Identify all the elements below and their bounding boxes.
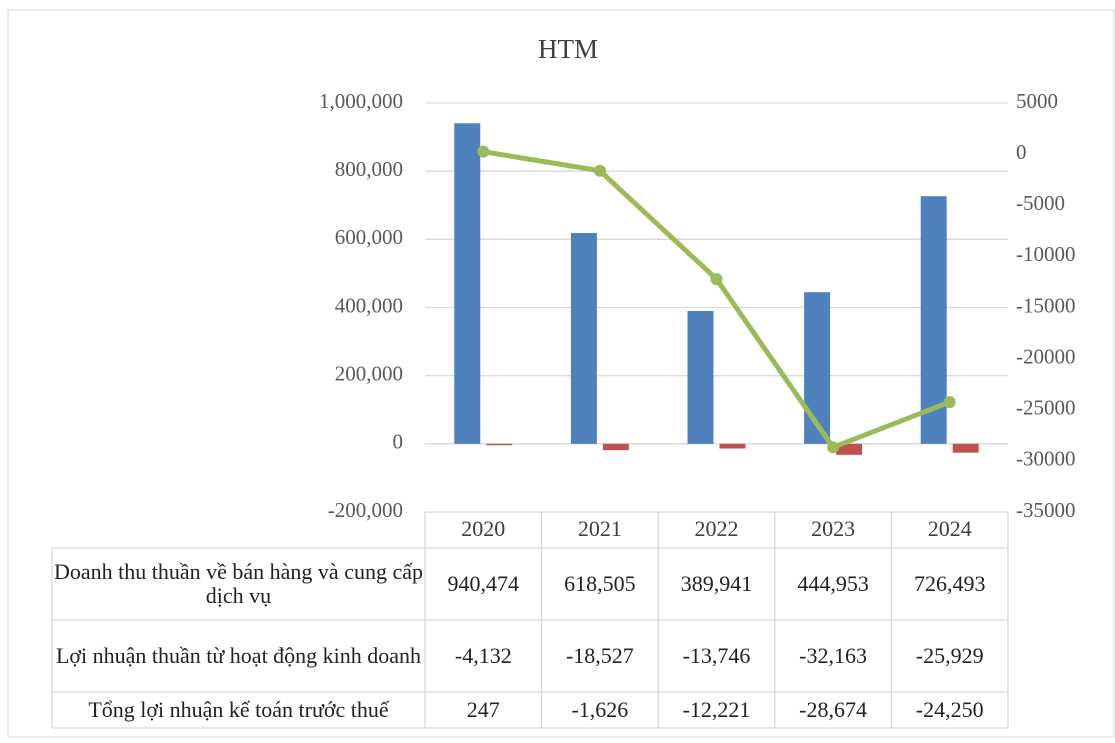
bar	[804, 292, 831, 444]
x-tick-label: 2020	[461, 516, 505, 541]
table-value-box: 618,505	[564, 570, 636, 596]
table-value: 389,941	[680, 570, 753, 596]
line-point	[477, 145, 490, 158]
bar	[486, 443, 513, 446]
table-value-box: -4,132	[454, 642, 512, 668]
x-tick-label: 2021	[578, 516, 622, 541]
bar	[602, 443, 629, 451]
table-value-box: -1,626	[571, 696, 629, 722]
y2-tick-label: -30000	[1016, 447, 1076, 471]
line-point	[827, 441, 840, 454]
y2-tick-label: 0	[1016, 140, 1027, 164]
table-value: -25,929	[915, 642, 984, 668]
table-value-box: -25,929	[915, 642, 984, 668]
table-value-box: 726,493	[913, 570, 986, 596]
y-tick-label: -200,000	[328, 498, 403, 522]
table-value: 726,493	[913, 570, 986, 596]
table-row-label-box: Doanh thu thuần về bán hàng và cung cấp …	[54, 558, 423, 608]
table-value-box: 940,474	[447, 570, 520, 596]
table-value: 444,953	[797, 570, 869, 596]
table-value-box: 247	[466, 696, 500, 722]
y-tick-label: 800,000	[335, 157, 403, 181]
table-value-box: -18,527	[565, 642, 634, 668]
table-value-box: 444,953	[797, 570, 869, 596]
y2-tick-label: -35000	[1016, 498, 1076, 522]
line-point	[710, 273, 723, 286]
table-value: -4,132	[454, 642, 512, 668]
bar	[836, 443, 863, 455]
table-value: 247	[466, 696, 500, 722]
x-tick-label: 2023	[811, 516, 855, 541]
y-tick-label: 1,000,000	[319, 89, 403, 113]
line-point	[943, 396, 956, 409]
y-tick-label: 400,000	[335, 293, 403, 317]
table-row-label: Doanh thu thuần về bán hàng và cung cấp …	[54, 558, 423, 608]
table-value-box: -28,674	[799, 696, 867, 722]
x-tick-label: 2024	[928, 516, 972, 541]
table-value-box: 389,941	[680, 570, 753, 596]
table-value-box: -24,250	[915, 696, 984, 722]
x-tick-label: 2022	[695, 516, 739, 541]
table-value: -12,221	[682, 696, 751, 722]
table-value: -13,746	[682, 642, 751, 668]
y2-tick-label: 5000	[1016, 89, 1058, 113]
bar	[454, 123, 481, 444]
bar	[570, 233, 597, 444]
table-row-label: Tổng lợi nhuận kế toán trước thuế	[88, 696, 389, 722]
line-point	[593, 164, 606, 177]
y-tick-label: 0	[393, 430, 404, 454]
bar	[952, 443, 979, 453]
table-row-label-box: Tổng lợi nhuận kế toán trước thuế	[88, 696, 389, 722]
table-value: 618,505	[564, 570, 636, 596]
table-value: -28,674	[799, 696, 867, 722]
table-value: 940,474	[447, 570, 520, 596]
y2-tick-label: -20000	[1016, 344, 1076, 368]
y2-tick-label: -10000	[1016, 242, 1076, 266]
y2-tick-label: -15000	[1016, 293, 1076, 317]
y2-tick-label: -25000	[1016, 396, 1076, 420]
bar	[719, 443, 746, 449]
y-tick-label: 200,000	[335, 361, 403, 385]
table-value: -18,527	[565, 642, 634, 668]
y2-tick-label: -5000	[1016, 191, 1065, 215]
y-tick-label: 600,000	[335, 225, 403, 249]
table-value: -32,163	[799, 642, 867, 668]
chart-title: HTM	[538, 34, 598, 64]
table-row-label-box: Lợi nhuận thuần từ hoạt động kinh doanh	[55, 642, 422, 668]
table-value: -24,250	[915, 696, 984, 722]
table-value: -1,626	[571, 696, 629, 722]
bar	[687, 310, 714, 444]
table-value-box: -13,746	[682, 642, 751, 668]
table-row-label: Lợi nhuận thuần từ hoạt động kinh doanh	[55, 642, 422, 668]
table-value-box: -32,163	[799, 642, 867, 668]
table-value-box: -12,221	[682, 696, 751, 722]
